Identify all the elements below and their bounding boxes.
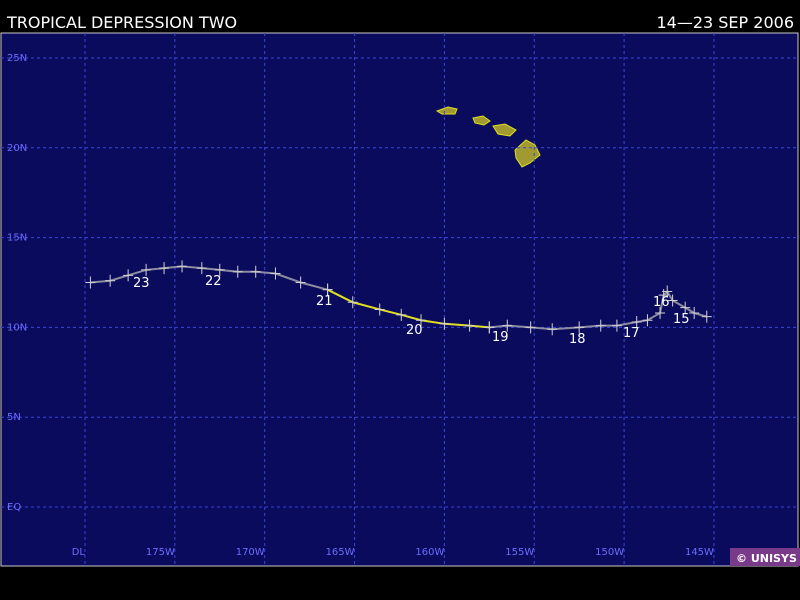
lon-label: DL — [72, 547, 86, 558]
track-point — [631, 316, 642, 329]
track-point — [159, 262, 170, 275]
track-point — [701, 310, 712, 323]
lon-label: 170W — [236, 547, 265, 558]
track-point — [232, 265, 243, 278]
lon-label: 175W — [146, 547, 175, 558]
day-label: 19 — [492, 330, 509, 345]
track-point — [680, 301, 691, 314]
dates: 14—23 SEP 2006 — [656, 13, 794, 32]
track-point — [270, 267, 281, 280]
track-point — [396, 308, 407, 321]
track-point — [642, 314, 653, 327]
lat-label: 20N — [7, 143, 27, 154]
lat-label: 10N — [7, 322, 27, 333]
day-label: 22 — [205, 274, 222, 289]
lat-label: EQ — [7, 502, 21, 513]
track-point — [250, 265, 261, 278]
lon-label: 165W — [326, 547, 355, 558]
track-point — [655, 307, 666, 320]
track-point — [295, 276, 306, 289]
day-label: 21 — [316, 294, 333, 309]
credit: © UNISYS — [736, 552, 797, 565]
track-point — [595, 319, 606, 332]
day-label: 18 — [569, 332, 586, 347]
lon-label: 155W — [505, 547, 534, 558]
lat-label: 5N — [7, 412, 21, 423]
day-label: 16 — [653, 295, 670, 310]
track-point — [667, 294, 678, 307]
track-point — [547, 323, 558, 336]
lon-label: 150W — [595, 547, 624, 558]
lon-label: 145W — [685, 547, 714, 558]
track-point — [196, 262, 207, 275]
track-point — [525, 321, 536, 334]
track-point — [658, 289, 669, 302]
track-point — [611, 319, 622, 332]
day-label: 15 — [673, 312, 690, 327]
track-point — [322, 283, 333, 296]
track-point — [502, 319, 513, 332]
track-segment — [489, 289, 708, 331]
track-point — [347, 296, 358, 309]
track-point — [123, 269, 134, 282]
track-point — [141, 263, 152, 276]
lat-label: 25N — [7, 53, 27, 64]
day-label: 17 — [623, 326, 640, 341]
track-point — [484, 321, 495, 334]
track-point — [416, 314, 427, 327]
track-point — [177, 260, 188, 273]
track-point — [374, 303, 385, 316]
map-area — [0, 32, 799, 567]
track-point — [574, 321, 585, 334]
track-point — [689, 307, 700, 320]
track-point — [439, 317, 450, 330]
title: TROPICAL DEPRESSION TWO — [6, 13, 237, 32]
lat-label: 15N — [7, 233, 27, 244]
track-point — [85, 276, 96, 289]
track-point — [464, 319, 475, 332]
track-point — [214, 263, 225, 276]
lon-label: 160W — [415, 547, 444, 558]
logo-box — [730, 548, 800, 566]
day-label: 20 — [406, 323, 423, 338]
islands — [435, 106, 541, 168]
track-point — [105, 274, 116, 287]
day-label: 23 — [133, 276, 150, 291]
